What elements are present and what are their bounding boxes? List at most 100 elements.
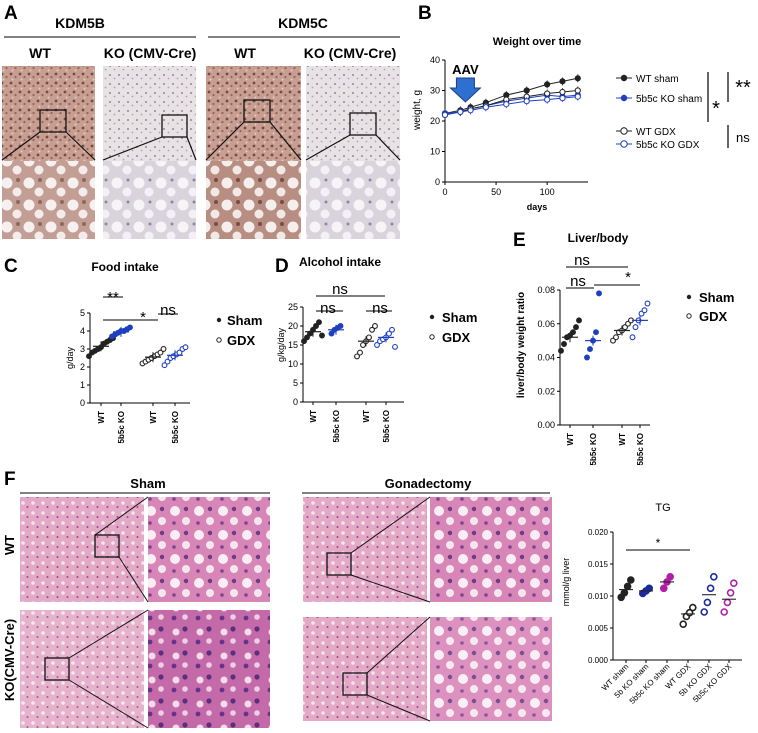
- e-category-label: 5b5c KO: [589, 433, 598, 465]
- b-point-0: [544, 81, 551, 88]
- c-sig-label: **: [107, 289, 119, 306]
- c-ytick-label: 3: [80, 344, 85, 354]
- d-sig-label: ns: [320, 300, 336, 317]
- he-gdx-ko-low: [303, 617, 427, 721]
- d-ytick-label: 5: [293, 378, 298, 388]
- b-point-3: [523, 98, 530, 105]
- c-ytick-label: 2: [80, 362, 85, 372]
- c-ytick-label: 4: [80, 326, 85, 336]
- ihc-kdm5c-wt-low: [206, 66, 301, 161]
- e-ytick-label: 0.02: [537, 386, 555, 396]
- tg-ytick-label: 0.000: [588, 656, 609, 665]
- d-point: [313, 323, 319, 329]
- b-point-0: [559, 78, 566, 85]
- panel-b: B Weight over time weight, g days 0 10 20 3…: [412, 3, 751, 212]
- b-point-3: [457, 108, 464, 115]
- b-point-2: [574, 87, 581, 94]
- he-gdx-wt-low: [303, 497, 427, 602]
- d-point: [354, 353, 360, 360]
- d-point: [357, 349, 363, 356]
- b-legend-ko-gdx: 5b5c KO GDX: [636, 140, 700, 151]
- e-category-label: WT: [566, 433, 575, 446]
- e-sig-label: ns: [574, 252, 590, 269]
- he-sham-wt-high: [148, 497, 270, 602]
- c-point: [157, 349, 164, 356]
- d-point: [319, 332, 325, 339]
- tg-point: [679, 620, 688, 628]
- ihc-kdm5b-ko-high: [103, 161, 196, 239]
- tg-ytick-label: 0.020: [588, 528, 609, 537]
- c-sig-label: ns: [160, 302, 176, 319]
- b-point-3: [467, 107, 474, 114]
- c-ylabel: g/day: [65, 346, 75, 369]
- kdm5c-label: KDM5C: [278, 15, 328, 31]
- e-category-label: WT: [618, 433, 627, 446]
- e-ytick-label: 0.06: [537, 319, 555, 329]
- tg-point: [723, 598, 732, 607]
- panel-f: F Sham Gonadectomy WT KO(CMV-Cre) TG mmo…: [2, 469, 742, 729]
- kdm5b-label: KDM5B: [55, 15, 105, 31]
- b-legend: WT sham 5b5c KO sham WT GDX 5b5c KO GDX: [616, 74, 702, 151]
- c-ytick-label: 1: [80, 380, 85, 390]
- e-plot: 0.00 0.02 0.04 0.06 0.08 WT 5b5c KO WT 5b5c KO ns…: [537, 252, 651, 465]
- panel-c: C Food intake g/day 0 1 2 3 4 5 WT 5b5c KO WT 5b5…: [4, 256, 262, 443]
- c-category-label: WT: [149, 411, 158, 424]
- panel-letter-a: A: [4, 3, 18, 24]
- b-point-2: [544, 90, 551, 97]
- tg-ylabel: mmol/g liver: [561, 558, 571, 607]
- tg-point: [623, 582, 632, 591]
- tg-ytick-label: 0.005: [588, 624, 609, 633]
- e-legend-gdx: GDX: [699, 309, 728, 324]
- tg-point: [700, 608, 709, 616]
- e-point: [596, 290, 602, 297]
- b-point-3: [503, 101, 510, 108]
- panel-letter-d: D: [275, 256, 289, 277]
- d-ytick-label: 10: [288, 359, 298, 369]
- b-legend-ko-sham: 5b5c KO sham: [636, 94, 702, 105]
- e-point: [570, 329, 576, 336]
- c-category-label: WT: [97, 411, 106, 424]
- e-point: [584, 354, 590, 361]
- panel-letter-e: E: [513, 230, 526, 251]
- ihc-kdm5b-ko-low: [103, 66, 196, 161]
- c-title: Food intake: [91, 260, 159, 274]
- b-ylabel: weight, g: [412, 90, 423, 131]
- b-point-3: [482, 104, 489, 111]
- panel-letter-c: C: [4, 256, 18, 277]
- ihc-kdm5c-wt-high: [206, 161, 301, 239]
- d-point: [304, 334, 310, 341]
- b-ytick-label: 30: [430, 86, 440, 96]
- tg-point: [626, 576, 635, 584]
- c-category-label: 5b5c KO: [171, 411, 180, 443]
- d-point: [369, 326, 375, 333]
- f-row-wt: WT: [2, 535, 17, 555]
- d-point: [374, 342, 380, 348]
- e-legend: Sham GDX: [686, 290, 734, 324]
- e-point: [558, 347, 564, 354]
- b-legend-wt-gdx: WT GDX: [636, 127, 676, 138]
- d-point: [392, 343, 398, 350]
- tg-point: [703, 598, 712, 607]
- b-xtick-label: 100: [540, 187, 555, 197]
- tg-point: [666, 572, 675, 581]
- e-point: [576, 317, 582, 324]
- e-ytick-label: 0.08: [537, 285, 555, 295]
- b-title: Weight over time: [493, 36, 581, 48]
- c-point: [160, 346, 167, 352]
- d-point: [316, 319, 322, 326]
- c-legend-gdx: GDX: [227, 333, 256, 348]
- c-category-label: 5b5c KO: [117, 411, 126, 443]
- e-ytick-label: 0.00: [537, 420, 555, 430]
- d-point: [386, 330, 392, 337]
- b-sig-2: *: [712, 98, 720, 120]
- c-point: [164, 358, 171, 365]
- tg-point: [729, 579, 738, 588]
- c-ytick-label: 5: [80, 308, 85, 318]
- tg-sig-label: *: [656, 536, 661, 550]
- b-data-marks: [441, 74, 581, 119]
- f-row-ko: KO(CMV-Cre): [2, 619, 17, 701]
- e-title: Liver/body: [568, 231, 629, 245]
- b-legend-wt-sham: WT sham: [636, 74, 679, 85]
- d-point: [372, 323, 378, 329]
